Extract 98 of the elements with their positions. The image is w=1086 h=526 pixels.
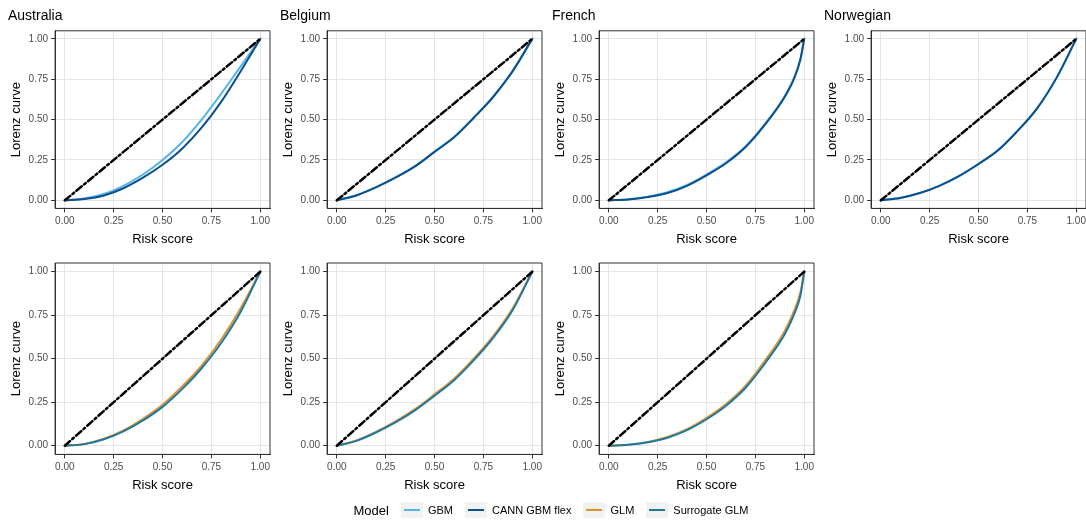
x-axis-title: Risk score	[404, 230, 465, 246]
y-tick-label: 1.00	[844, 32, 865, 44]
x-tick-label: 0.25	[919, 215, 940, 227]
y-tick-label: 0.00	[844, 194, 865, 206]
y-tick-label: 0.50	[300, 352, 321, 364]
y-tick-label: 0.25	[572, 153, 593, 165]
x-tick-label: 0.25	[375, 461, 396, 473]
y-tick-label: 1.00	[300, 265, 321, 277]
x-tick-label: 0.25	[375, 215, 396, 227]
x-tick-label: 0.75	[473, 461, 494, 473]
y-tick-label: 0.75	[28, 72, 49, 84]
x-tick-label: 1.00	[1066, 215, 1086, 227]
line-series	[63, 270, 262, 447]
x-axis-title: Risk score	[132, 230, 193, 246]
x-tick-label: 0.75	[1017, 215, 1038, 227]
y-tick-label: 1.00	[28, 32, 49, 44]
chart-title: Australia	[8, 7, 63, 24]
line-series	[607, 37, 806, 202]
x-tick-label: 0.00	[55, 461, 75, 473]
legend-label: CANN GBM flex	[491, 504, 572, 516]
x-tick-label: 0.50	[696, 461, 717, 473]
x-tick-label: 0.00	[327, 215, 347, 227]
y-tick-label: 0.50	[300, 113, 321, 125]
y-tick-label: 0.00	[300, 194, 321, 206]
legend-label: GLM	[610, 504, 635, 516]
line-series	[335, 270, 534, 447]
x-tick-label: 1.00	[794, 461, 815, 473]
x-tick-label: 0.75	[201, 461, 222, 473]
y-tick-label: 1.00	[28, 265, 49, 277]
x-tick-label: 1.00	[522, 215, 543, 227]
x-tick-label: 0.50	[696, 215, 717, 227]
x-axis-title: Risk score	[676, 476, 737, 492]
x-axis-title: Risk score	[948, 230, 1009, 246]
x-tick-label: 1.00	[250, 461, 271, 473]
y-axis-title: Lorenz curve	[280, 321, 296, 397]
legend-label: Surrogate GLM	[673, 504, 749, 516]
y-tick-label: 0.25	[844, 153, 865, 165]
x-tick-label: 0.25	[647, 461, 668, 473]
x-tick-label: 0.00	[599, 461, 619, 473]
y-tick-label: 0.75	[28, 308, 49, 320]
y-tick-label: 0.25	[28, 153, 49, 165]
legend-title: Model	[353, 502, 389, 518]
y-tick-label: 0.00	[300, 439, 321, 451]
y-tick-label: 0.75	[572, 308, 593, 320]
y-tick-label: 0.50	[844, 113, 865, 125]
y-tick-label: 1.00	[572, 265, 593, 277]
x-tick-label: 0.50	[152, 461, 173, 473]
x-tick-label: 1.00	[794, 215, 815, 227]
chart-title: Belgium	[280, 7, 331, 24]
x-tick-label: 0.50	[152, 215, 173, 227]
x-tick-label: 0.50	[424, 215, 445, 227]
y-axis-title: Lorenz curve	[8, 321, 24, 397]
x-tick-label: 0.50	[424, 461, 445, 473]
y-tick-label: 0.75	[572, 72, 593, 84]
y-axis-title: Lorenz curve	[552, 82, 568, 158]
x-tick-label: 0.75	[473, 215, 494, 227]
x-tick-label: 0.00	[599, 215, 619, 227]
x-tick-label: 1.00	[250, 215, 271, 227]
x-tick-label: 0.75	[745, 215, 766, 227]
y-tick-label: 0.75	[300, 308, 321, 320]
y-tick-label: 0.75	[300, 72, 321, 84]
y-axis-title: Lorenz curve	[8, 82, 24, 158]
y-tick-label: 0.25	[28, 395, 49, 407]
y-axis-title: Lorenz curve	[824, 82, 840, 158]
x-tick-label: 1.00	[522, 461, 543, 473]
y-axis-title: Lorenz curve	[552, 321, 568, 397]
chart-title: French	[552, 7, 596, 24]
x-tick-label: 0.75	[201, 215, 222, 227]
y-tick-label: 0.25	[300, 153, 321, 165]
y-tick-label: 0.00	[572, 194, 593, 206]
x-tick-label: 0.50	[968, 215, 989, 227]
x-tick-label: 0.25	[103, 461, 124, 473]
y-tick-label: 0.25	[572, 395, 593, 407]
y-tick-label: 1.00	[300, 32, 321, 44]
line-series	[63, 37, 262, 202]
x-axis-title: Risk score	[132, 476, 193, 492]
y-tick-label: 0.50	[28, 352, 49, 364]
y-tick-label: 0.00	[28, 439, 49, 451]
line-series	[607, 270, 806, 447]
x-tick-label: 0.00	[327, 461, 347, 473]
y-tick-label: 0.75	[844, 72, 865, 84]
y-tick-label: 0.25	[300, 395, 321, 407]
x-tick-label: 0.75	[745, 461, 766, 473]
y-axis-title: Lorenz curve	[280, 82, 296, 158]
x-tick-label: 0.25	[103, 215, 124, 227]
y-tick-label: 0.00	[572, 439, 593, 451]
x-tick-label: 0.00	[871, 215, 891, 227]
y-tick-label: 0.00	[28, 194, 49, 206]
y-tick-label: 0.50	[28, 113, 49, 125]
y-tick-label: 0.50	[572, 352, 593, 364]
x-tick-label: 0.00	[55, 215, 75, 227]
legend-label: GBM	[427, 504, 453, 516]
x-axis-title: Risk score	[676, 230, 737, 246]
x-tick-label: 0.25	[647, 215, 668, 227]
y-tick-label: 0.50	[572, 113, 593, 125]
x-axis-title: Risk score	[404, 476, 465, 492]
chart-title: Norwegian	[824, 7, 891, 24]
y-tick-label: 1.00	[572, 32, 593, 44]
